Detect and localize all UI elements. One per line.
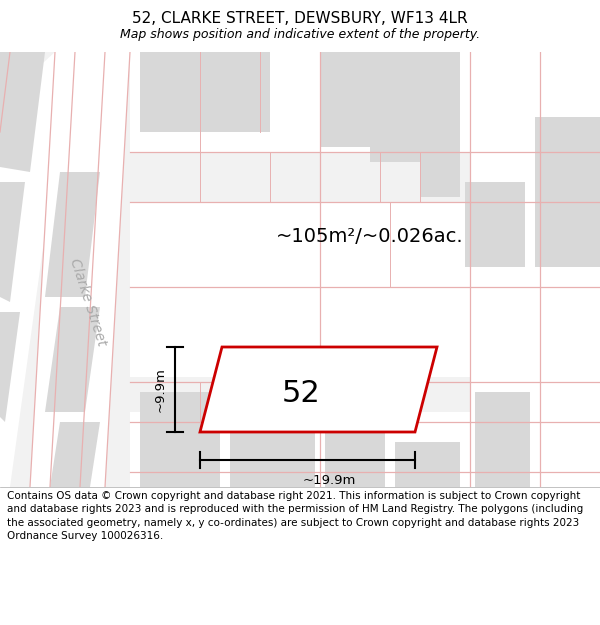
Polygon shape — [0, 52, 45, 172]
Polygon shape — [30, 52, 130, 487]
Polygon shape — [0, 182, 25, 302]
Text: Map shows position and indicative extent of the property.: Map shows position and indicative extent… — [120, 28, 480, 41]
Bar — [140, 392, 220, 487]
Text: 52, CLARKE STREET, DEWSBURY, WF13 4LR: 52, CLARKE STREET, DEWSBURY, WF13 4LR — [132, 11, 468, 26]
Bar — [395, 442, 460, 487]
Polygon shape — [320, 52, 460, 197]
Polygon shape — [140, 52, 310, 132]
Polygon shape — [140, 52, 260, 112]
Text: Clarke Street: Clarke Street — [67, 256, 109, 348]
Polygon shape — [50, 422, 100, 487]
Bar — [325, 422, 385, 487]
Polygon shape — [200, 347, 437, 432]
Bar — [130, 137, 470, 152]
Bar — [475, 392, 530, 487]
Bar — [465, 182, 525, 267]
Bar — [470, 52, 600, 487]
Polygon shape — [0, 312, 20, 422]
Text: Contains OS data © Crown copyright and database right 2021. This information is : Contains OS data © Crown copyright and d… — [7, 491, 583, 541]
Text: ~19.9m: ~19.9m — [302, 474, 356, 487]
Polygon shape — [45, 172, 100, 297]
Text: 52: 52 — [282, 379, 320, 408]
Bar — [130, 202, 520, 377]
Bar — [130, 52, 470, 137]
Text: ~9.9m: ~9.9m — [154, 367, 167, 412]
Bar — [230, 422, 315, 487]
Polygon shape — [0, 52, 70, 487]
Bar — [535, 117, 600, 267]
Polygon shape — [270, 52, 310, 132]
Text: ~105m²/~0.026ac.: ~105m²/~0.026ac. — [276, 227, 464, 246]
Bar — [130, 412, 520, 487]
Polygon shape — [45, 307, 100, 412]
